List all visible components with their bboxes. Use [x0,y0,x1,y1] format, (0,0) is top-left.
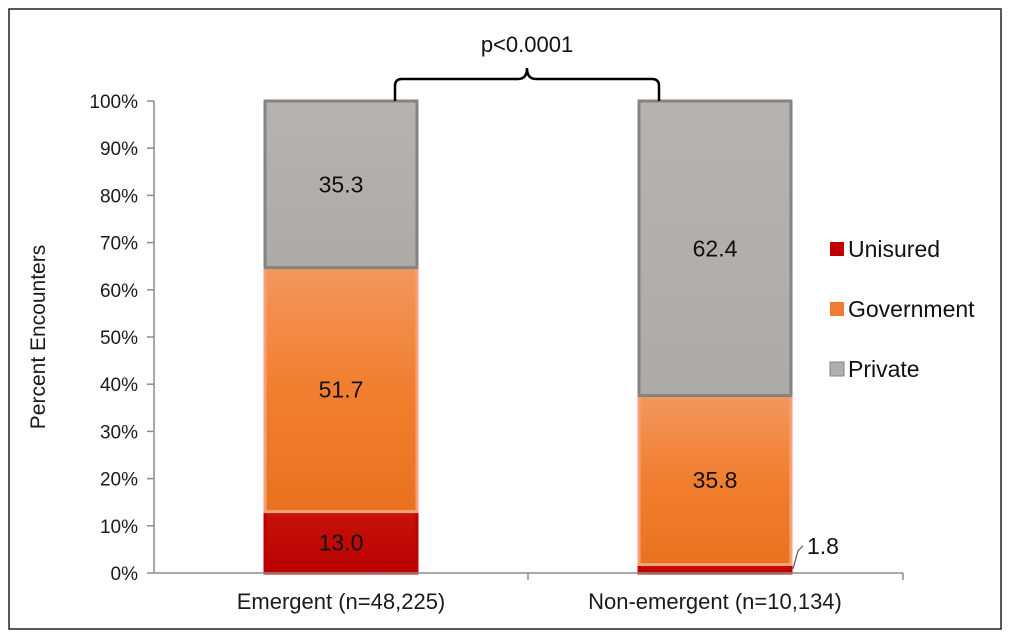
bar-segment-private-emergent [263,99,419,270]
segment-labels-group: 13.0 51.7 35.3 1.8 35.8 62.4 [319,171,839,569]
chart-frame [8,8,1002,630]
category-label-emergent: Emergent (n=48,225) [237,589,446,614]
data-label-government: 35.8 [693,467,738,493]
bar-segment-private-non-emergent [637,99,793,398]
y-tick-label: 60% [100,281,138,302]
legend: Unisured Government Private [829,236,975,382]
data-label-unisured: 13.0 [319,529,364,555]
y-tick-label: 70% [100,234,138,255]
bars-group [263,99,793,575]
legend-label-private: Private [848,356,920,382]
significance-brace [393,67,661,101]
data-label-leader-line [792,545,804,569]
y-tick-label: 0% [111,564,139,585]
data-label-private: 62.4 [693,235,738,261]
data-label-unisured: 1.8 [807,533,839,559]
legend-swatch-unisured [830,242,844,256]
p-value-annotation: p<0.0001 [481,32,573,57]
legend-swatch-private [829,361,845,377]
category-label-non-emergent: Non-emergent (n=10,134) [588,589,842,614]
legend-label-unisured: Unisured [848,236,940,262]
legend-label-government: Government [848,296,975,322]
y-tick-label: 90% [100,139,138,160]
legend-swatch-government [830,302,844,316]
y-tick-label: 100% [89,92,138,113]
y-tick-label: 80% [100,186,138,207]
y-tick-label: 10% [100,517,138,538]
data-label-private: 35.3 [319,171,364,197]
data-label-government: 51.7 [319,377,364,403]
y-tick-label: 50% [100,328,138,349]
y-tick-label: 30% [100,422,138,443]
y-axis-title: Percent Encounters [27,245,50,429]
y-ticks-group: 0% 10% 20% 30% 40% 50% 60% 70% 80% 90% 100% [89,92,154,585]
y-tick-label: 20% [100,470,138,491]
y-tick-label: 40% [100,375,138,396]
